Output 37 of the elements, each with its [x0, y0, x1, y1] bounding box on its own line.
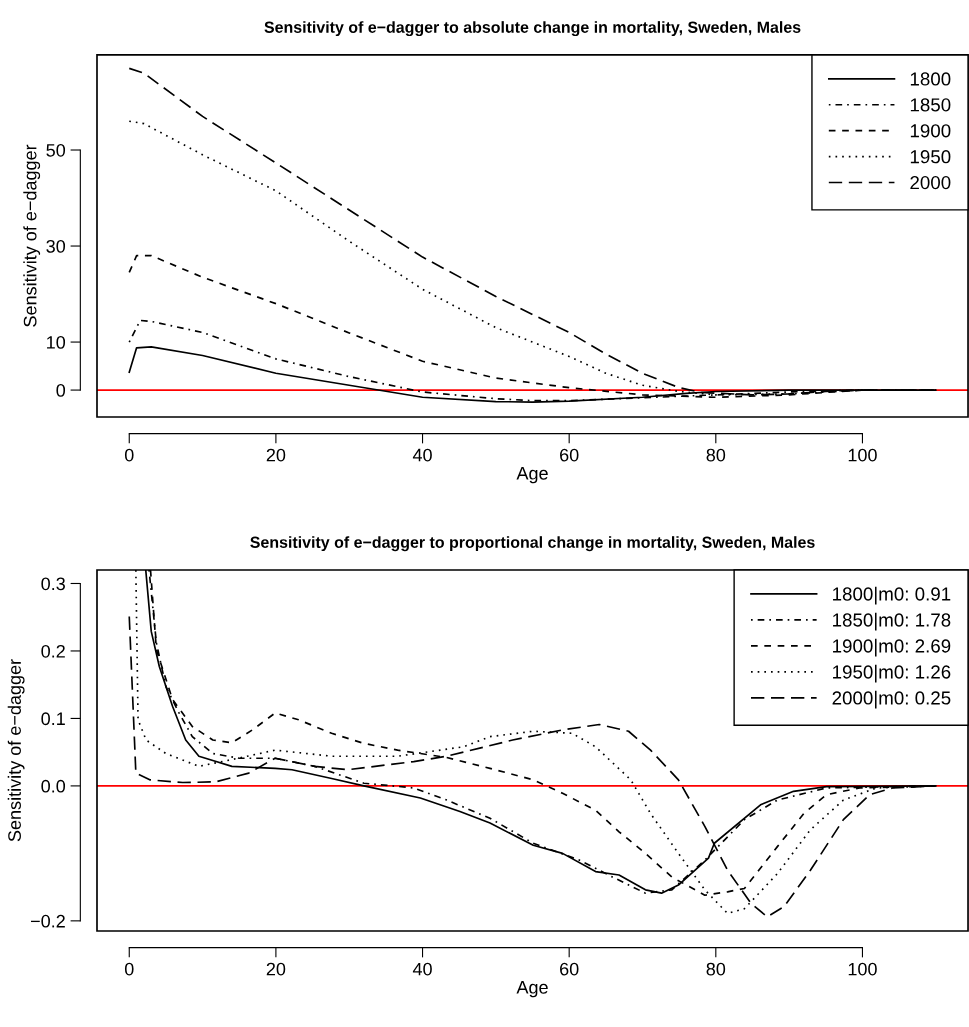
- x-tick-label: 100: [848, 448, 877, 462]
- x-tick-label: 0: [124, 962, 134, 976]
- x-tick-label: 80: [706, 962, 726, 976]
- y-tick-label: 0.0: [41, 779, 66, 793]
- legend-label: 1950: [910, 150, 951, 164]
- y-tick-label: 0.1: [41, 712, 65, 726]
- chart-title: Sensitivity of e−dagger to proportional change in mortality, Sweden, Males: [250, 536, 815, 552]
- x-axis-title: Age: [516, 981, 548, 998]
- legend-label: 1850: [910, 98, 951, 112]
- y-axis-title: Sensitivity of e−dagger: [23, 144, 41, 327]
- y-tick-label: 10: [47, 336, 66, 349]
- legend-label: 2000|m0: 0.25: [832, 690, 951, 709]
- x-tick-label: 40: [412, 962, 432, 976]
- y-tick-label: 0.3: [41, 577, 65, 591]
- x-tick-label: 40: [412, 448, 432, 462]
- x-tick-label: 80: [706, 448, 726, 462]
- x-axis-title: Age: [516, 467, 548, 484]
- x-tick-label: 0: [124, 448, 134, 462]
- legend-label: 1800: [910, 72, 951, 86]
- legend-label: 1900|m0: 2.69: [833, 638, 951, 657]
- y-tick-label: 0: [56, 384, 66, 397]
- legend-label: 2000: [910, 175, 951, 190]
- chart-title: Sensitivity of e−dagger to absolute change in mortality, Sweden, Males: [264, 21, 801, 37]
- legend-label: 1850|m0: 1.78: [833, 612, 951, 631]
- y-axis-title: Sensitivity of e−dagger: [7, 659, 25, 842]
- x-tick-label: 100: [848, 962, 877, 976]
- y-tick-label: 0.2: [41, 644, 65, 658]
- x-tick-label: 60: [560, 448, 579, 462]
- y-tick-label: 30: [46, 239, 66, 253]
- legend-label: 1950|m0: 1.26: [833, 664, 951, 683]
- y-tick-label: −0.2: [31, 914, 65, 928]
- legend-label: 1800|m0: 0.91: [833, 586, 951, 605]
- legend-label: 1900: [910, 124, 951, 138]
- x-tick-label: 20: [266, 448, 286, 462]
- x-tick-label: 20: [266, 962, 286, 976]
- y-tick-label: 50: [46, 143, 66, 157]
- x-tick-label: 60: [560, 962, 579, 976]
